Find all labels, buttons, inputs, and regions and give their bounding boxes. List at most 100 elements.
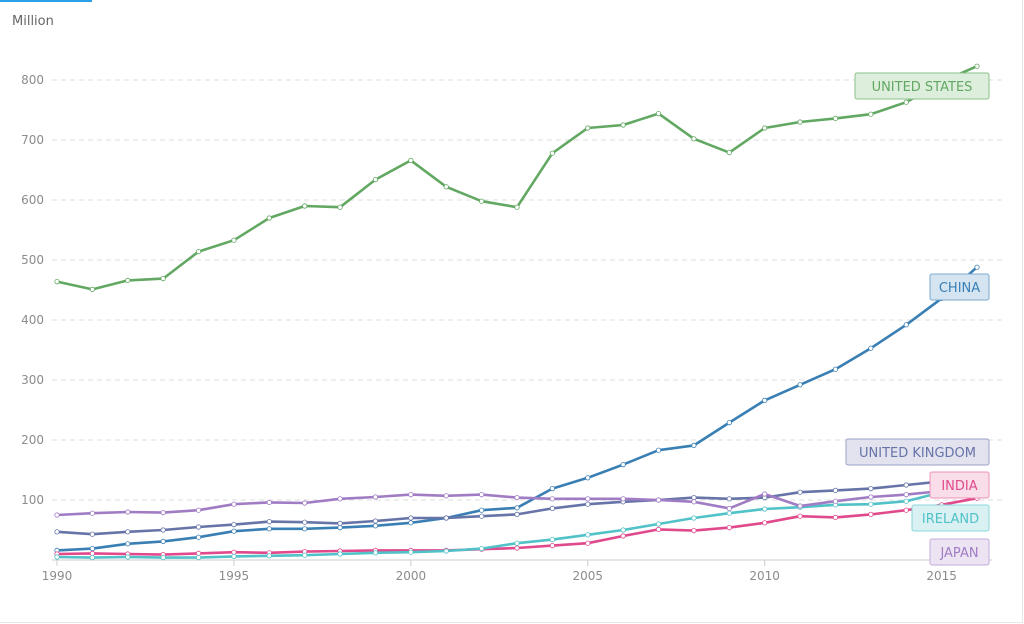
data-point[interactable]	[549, 505, 555, 511]
data-point[interactable]	[832, 366, 839, 372]
data-point[interactable]	[585, 532, 591, 538]
data-point[interactable]	[549, 536, 555, 543]
data-point[interactable]	[195, 507, 202, 513]
data-point[interactable]	[443, 548, 449, 554]
data-point[interactable]	[479, 198, 485, 204]
data-point[interactable]	[372, 494, 379, 500]
data-point[interactable]	[89, 550, 95, 557]
data-point[interactable]	[160, 538, 166, 545]
data-point[interactable]	[620, 527, 626, 533]
data-point[interactable]	[585, 540, 591, 546]
data-point[interactable]	[231, 501, 237, 507]
data-point[interactable]	[195, 550, 202, 557]
data-point[interactable]	[337, 496, 343, 502]
data-point[interactable]	[337, 551, 343, 557]
data-point[interactable]	[266, 526, 272, 532]
data-point[interactable]	[125, 554, 131, 560]
data-point[interactable]	[479, 513, 485, 519]
data-point[interactable]	[231, 549, 237, 555]
data-point[interactable]	[160, 275, 166, 282]
data-point[interactable]	[514, 494, 520, 501]
data-point[interactable]	[691, 527, 697, 534]
data-point[interactable]	[514, 540, 520, 546]
data-point[interactable]	[372, 518, 379, 524]
data-point[interactable]	[195, 524, 202, 530]
data-point[interactable]	[726, 505, 732, 511]
data-point[interactable]	[797, 489, 803, 495]
data-point[interactable]	[266, 215, 272, 221]
data-point[interactable]	[868, 494, 874, 500]
data-point[interactable]	[125, 529, 131, 535]
data-point[interactable]	[160, 527, 166, 533]
data-point[interactable]	[762, 491, 768, 497]
data-point[interactable]	[585, 125, 591, 131]
data-point[interactable]	[832, 487, 839, 493]
data-point[interactable]	[514, 545, 520, 551]
data-point[interactable]	[372, 523, 379, 529]
data-point[interactable]	[408, 157, 414, 163]
data-point[interactable]	[762, 397, 768, 403]
data-point[interactable]	[726, 419, 732, 426]
data-point[interactable]	[408, 515, 414, 521]
data-point[interactable]	[620, 496, 626, 502]
data-point[interactable]	[266, 499, 272, 505]
data-point[interactable]	[797, 513, 803, 519]
series-line-japan[interactable]	[55, 486, 979, 517]
data-point[interactable]	[266, 553, 272, 559]
data-point[interactable]	[89, 545, 95, 552]
data-point[interactable]	[479, 545, 485, 552]
data-point[interactable]	[549, 542, 555, 549]
data-point[interactable]	[797, 503, 803, 509]
data-point[interactable]	[655, 526, 662, 533]
data-point[interactable]	[691, 499, 697, 505]
data-point[interactable]	[408, 549, 414, 555]
data-point[interactable]	[231, 528, 237, 534]
data-point[interactable]	[443, 493, 449, 499]
data-point[interactable]	[514, 505, 520, 511]
data-point[interactable]	[549, 496, 555, 502]
data-point[interactable]	[302, 500, 308, 506]
data-point[interactable]	[655, 497, 662, 503]
data-point[interactable]	[54, 512, 60, 518]
data-point[interactable]	[726, 150, 732, 156]
data-point[interactable]	[231, 521, 237, 528]
data-point[interactable]	[726, 510, 732, 516]
data-point[interactable]	[302, 203, 308, 209]
data-point[interactable]	[479, 491, 485, 498]
data-point[interactable]	[408, 491, 414, 498]
data-point[interactable]	[868, 485, 874, 492]
data-point[interactable]	[903, 498, 909, 504]
data-point[interactable]	[655, 111, 662, 117]
data-point[interactable]	[903, 482, 909, 488]
data-point[interactable]	[549, 485, 555, 492]
data-point[interactable]	[903, 99, 909, 105]
data-point[interactable]	[832, 498, 839, 504]
data-point[interactable]	[89, 554, 95, 561]
data-point[interactable]	[868, 501, 874, 507]
data-point[interactable]	[691, 136, 697, 142]
data-point[interactable]	[620, 461, 626, 468]
data-point[interactable]	[585, 501, 591, 507]
data-point[interactable]	[868, 345, 874, 351]
data-point[interactable]	[89, 531, 95, 537]
data-point[interactable]	[54, 278, 60, 285]
data-point[interactable]	[903, 322, 909, 328]
data-point[interactable]	[89, 286, 95, 292]
data-point[interactable]	[372, 550, 379, 556]
data-point[interactable]	[160, 509, 166, 516]
data-point[interactable]	[974, 264, 980, 270]
data-point[interactable]	[443, 184, 449, 190]
data-point[interactable]	[762, 506, 768, 512]
data-point[interactable]	[620, 122, 626, 128]
data-point[interactable]	[195, 534, 202, 540]
data-point[interactable]	[655, 447, 662, 453]
data-point[interactable]	[868, 511, 874, 518]
data-point[interactable]	[231, 553, 237, 560]
data-point[interactable]	[195, 554, 202, 561]
series-line-united-states[interactable]	[55, 64, 979, 291]
data-point[interactable]	[585, 475, 591, 481]
data-point[interactable]	[125, 509, 131, 515]
data-point[interactable]	[903, 507, 909, 513]
data-point[interactable]	[160, 554, 166, 561]
data-point[interactable]	[54, 554, 60, 560]
